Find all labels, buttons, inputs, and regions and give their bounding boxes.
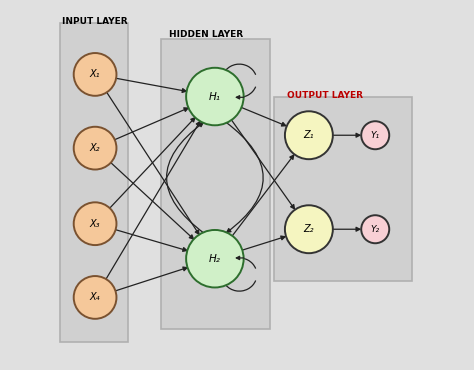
Circle shape — [73, 53, 117, 96]
Text: H₂: H₂ — [209, 254, 221, 264]
FancyBboxPatch shape — [274, 97, 412, 281]
Circle shape — [361, 215, 389, 243]
Text: OUTPUT LAYER: OUTPUT LAYER — [287, 91, 363, 100]
Text: X₂: X₂ — [90, 143, 100, 153]
FancyBboxPatch shape — [60, 23, 128, 342]
Text: X₃: X₃ — [90, 219, 100, 229]
Text: INPUT LAYER: INPUT LAYER — [62, 17, 128, 26]
Text: X₄: X₄ — [90, 292, 100, 302]
Text: Z₂: Z₂ — [304, 224, 314, 234]
FancyBboxPatch shape — [162, 39, 270, 329]
Circle shape — [285, 111, 333, 159]
Circle shape — [73, 202, 117, 245]
Text: Y₁: Y₁ — [371, 131, 380, 140]
Text: Y₂: Y₂ — [371, 225, 380, 234]
Circle shape — [361, 121, 389, 149]
Circle shape — [285, 205, 333, 253]
Circle shape — [186, 68, 244, 125]
Circle shape — [73, 127, 117, 169]
Text: H₁: H₁ — [209, 91, 221, 101]
Text: Z₁: Z₁ — [304, 130, 314, 140]
Circle shape — [73, 276, 117, 319]
Text: X₁: X₁ — [90, 70, 100, 80]
Text: HIDDEN LAYER: HIDDEN LAYER — [169, 30, 243, 39]
Circle shape — [186, 230, 244, 287]
